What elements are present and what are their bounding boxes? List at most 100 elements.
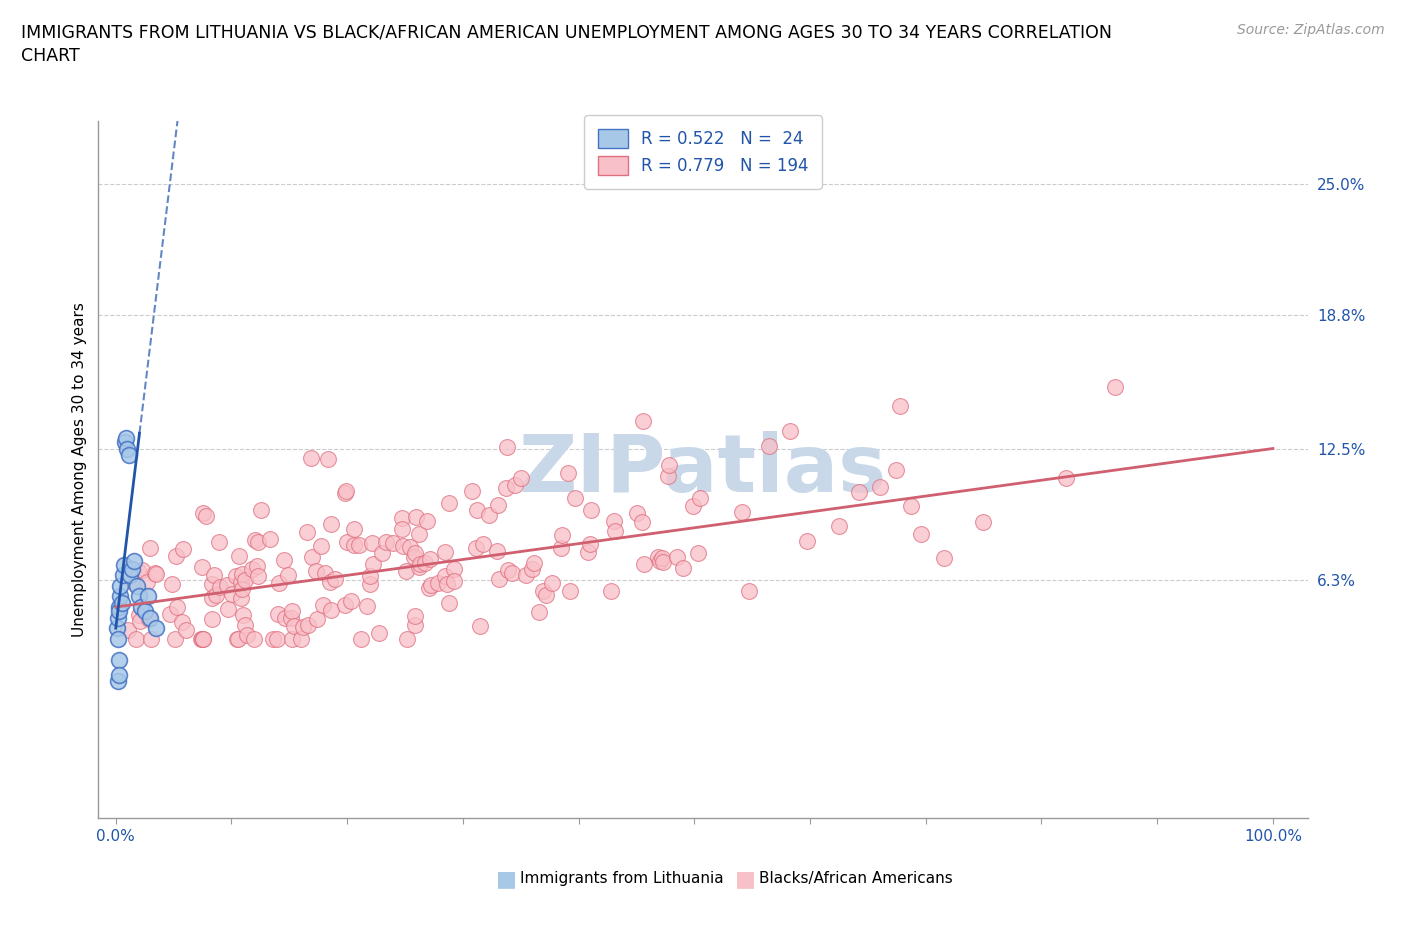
Point xyxy=(333,597,356,612)
Point xyxy=(333,485,356,500)
Point xyxy=(361,536,384,551)
Text: 0.0%: 0.0% xyxy=(97,829,135,844)
Point xyxy=(124,553,146,568)
Point xyxy=(419,552,441,567)
Point xyxy=(108,667,131,682)
Point xyxy=(496,439,519,454)
Point xyxy=(250,502,273,517)
Point xyxy=(160,577,183,591)
Point xyxy=(267,606,290,621)
Point xyxy=(176,623,198,638)
Point xyxy=(290,631,312,646)
Point xyxy=(319,517,342,532)
Point xyxy=(647,550,669,565)
Point xyxy=(496,563,519,578)
Point xyxy=(225,569,247,584)
Point xyxy=(128,589,150,604)
Point xyxy=(165,549,187,564)
Point xyxy=(139,610,162,625)
Point xyxy=(292,619,315,634)
Point xyxy=(301,550,323,565)
Point xyxy=(262,631,284,646)
Point xyxy=(236,627,259,642)
Point xyxy=(682,498,704,513)
Point xyxy=(356,599,378,614)
Point xyxy=(125,578,148,593)
Point xyxy=(404,546,426,561)
Point xyxy=(578,537,600,551)
Point xyxy=(226,631,249,646)
Point xyxy=(349,631,371,646)
Point xyxy=(527,604,550,619)
Point xyxy=(201,591,224,605)
Point xyxy=(550,540,572,555)
Point xyxy=(581,503,603,518)
Point xyxy=(233,618,256,633)
Point xyxy=(665,550,688,565)
Point xyxy=(135,575,157,590)
Point xyxy=(796,534,818,549)
Point xyxy=(433,544,456,559)
Point xyxy=(281,604,304,618)
Point xyxy=(112,557,135,572)
Point xyxy=(467,502,489,517)
Point xyxy=(139,541,162,556)
Point xyxy=(205,588,228,603)
Point xyxy=(138,612,160,627)
Point xyxy=(110,595,132,610)
Point xyxy=(208,534,231,549)
Point xyxy=(191,560,214,575)
Point xyxy=(111,568,134,583)
Point xyxy=(419,578,441,592)
Text: ■: ■ xyxy=(496,869,516,889)
Point xyxy=(437,595,460,610)
Text: Blacks/African Americans: Blacks/African Americans xyxy=(759,871,953,886)
Point xyxy=(159,606,181,621)
Point xyxy=(391,522,413,537)
Point xyxy=(165,631,187,646)
Point xyxy=(418,580,440,595)
Text: ZIPatlas: ZIPatlas xyxy=(519,431,887,509)
Point xyxy=(633,557,655,572)
Point xyxy=(134,604,156,618)
Point xyxy=(557,466,579,481)
Point xyxy=(672,561,695,576)
Point xyxy=(900,498,922,513)
Point xyxy=(630,514,652,529)
Point xyxy=(408,560,430,575)
Point xyxy=(118,568,141,583)
Point xyxy=(201,577,224,591)
Point xyxy=(501,566,523,581)
Point xyxy=(277,567,299,582)
Point xyxy=(121,562,143,577)
Point xyxy=(108,589,131,604)
Point xyxy=(910,526,932,541)
Point xyxy=(339,593,361,608)
Point xyxy=(368,626,391,641)
Point xyxy=(240,562,263,577)
Point xyxy=(259,531,281,546)
Point xyxy=(121,575,143,590)
Point xyxy=(465,541,488,556)
Point xyxy=(215,578,238,592)
Point xyxy=(758,438,780,453)
Point xyxy=(202,567,225,582)
Point xyxy=(651,551,673,565)
Point xyxy=(472,537,495,551)
Point xyxy=(402,549,425,564)
Point xyxy=(381,536,404,551)
Point xyxy=(443,562,465,577)
Point xyxy=(309,539,332,554)
Legend: R = 0.522   N =  24, R = 0.779   N = 194: R = 0.522 N = 24, R = 0.779 N = 194 xyxy=(585,115,821,189)
Point xyxy=(117,622,139,637)
Point xyxy=(316,451,339,466)
Point xyxy=(297,525,319,539)
Point xyxy=(437,496,460,511)
Point xyxy=(468,618,491,633)
Point xyxy=(359,577,381,591)
Point xyxy=(231,566,253,581)
Point xyxy=(115,431,138,445)
Point xyxy=(321,603,343,618)
Point xyxy=(191,506,214,521)
Point xyxy=(738,583,761,598)
